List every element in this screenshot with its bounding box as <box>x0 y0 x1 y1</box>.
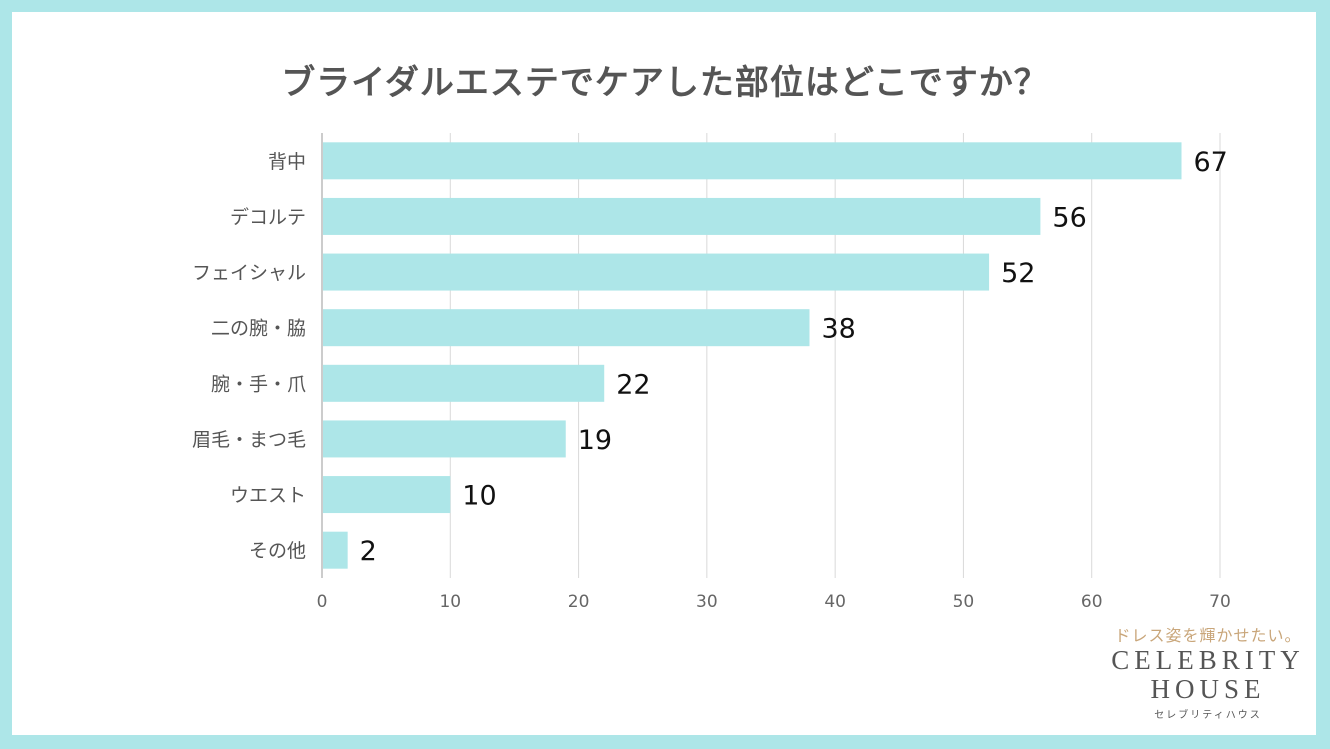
category-label: ウエスト <box>230 485 306 507</box>
x-tick-label: 30 <box>696 592 718 612</box>
logo-tagline: ドレス姿を輝かせたい。 <box>1114 626 1302 645</box>
value-label: 38 <box>821 314 855 345</box>
bar <box>323 197 1041 235</box>
value-label: 52 <box>1001 258 1035 289</box>
bar <box>323 531 348 569</box>
bar <box>323 476 451 514</box>
x-tick-label: 70 <box>1209 592 1231 612</box>
x-tick-label: 60 <box>1081 592 1103 612</box>
bar <box>323 309 810 347</box>
value-label: 2 <box>360 536 377 567</box>
x-tick-label: 50 <box>953 592 975 612</box>
value-label: 22 <box>616 369 650 400</box>
bar <box>323 142 1182 180</box>
logo-brand-line1: CELEBRITY <box>1111 645 1305 675</box>
value-label: 67 <box>1194 147 1228 178</box>
value-label: 19 <box>578 425 612 456</box>
x-tick-label: 40 <box>824 592 846 612</box>
chart-card <box>12 12 1316 735</box>
logo-brand-line2: HOUSE <box>1150 674 1266 704</box>
value-label: 56 <box>1052 202 1086 233</box>
bar <box>323 420 566 458</box>
bar <box>323 253 990 291</box>
category-label: 眉毛・まつ毛 <box>192 429 306 451</box>
x-tick-label: 10 <box>439 592 461 612</box>
category-label: フェイシャル <box>192 262 306 284</box>
bar <box>323 364 605 402</box>
category-label: その他 <box>249 540 306 562</box>
category-label: 二の腕・脇 <box>211 318 306 340</box>
category-label: 腕・手・爪 <box>211 373 306 395</box>
category-label: 背中 <box>268 151 306 173</box>
value-label: 10 <box>462 481 496 512</box>
chart-title: ブライダルエステでケアした部位はどこですか？ <box>281 63 1049 103</box>
x-tick-label: 0 <box>317 592 328 612</box>
brand-logo: ドレス姿を輝かせたい。 CELEBRITY HOUSE セレブリティハウス <box>1108 622 1308 721</box>
logo-brand-sub: セレブリティハウス <box>1154 710 1262 721</box>
x-tick-label: 20 <box>568 592 590 612</box>
category-label: デコルテ <box>230 206 306 228</box>
